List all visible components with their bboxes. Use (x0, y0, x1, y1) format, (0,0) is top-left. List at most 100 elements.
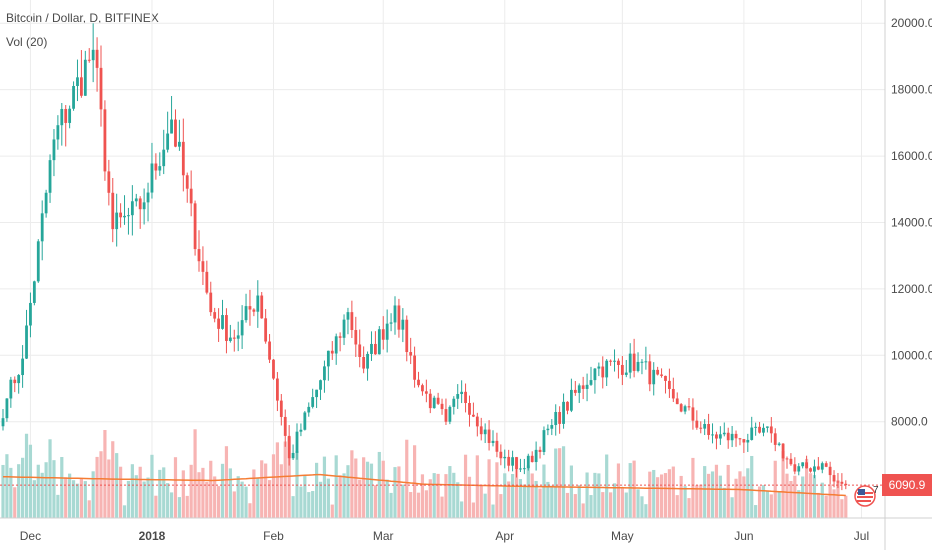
volume-bar (644, 504, 648, 518)
candle-body (381, 329, 385, 340)
volume-bar (369, 463, 374, 518)
candle-body (40, 213, 44, 242)
volume-bar (463, 454, 468, 518)
candle-body (326, 350, 330, 367)
volume-bar (526, 465, 530, 518)
candle-body (766, 426, 769, 428)
candle-body (844, 483, 848, 486)
candle-body (832, 475, 836, 482)
candle-body (56, 125, 60, 140)
volume-bar (801, 476, 805, 518)
volume-bar (511, 474, 515, 518)
volume-bar (240, 481, 244, 518)
volume-bar (307, 492, 311, 518)
volume-bar (107, 459, 111, 518)
chart-title: Bitcoin / Dollar, D, BITFINEX (6, 11, 159, 25)
candle-body (405, 319, 409, 353)
candle-body (1, 418, 5, 427)
candle-body (295, 431, 299, 453)
candle-body (205, 271, 209, 293)
volume-bar (291, 496, 295, 518)
candle-body (577, 385, 581, 393)
volume-bar (260, 460, 264, 518)
volume-bar (805, 458, 809, 518)
candle-body (530, 455, 534, 463)
volume-bar (475, 455, 479, 518)
candle-body (13, 379, 17, 384)
volume-bar (561, 446, 566, 518)
volume-bar (785, 473, 789, 518)
volume-bar (365, 461, 370, 518)
events-badge[interactable]: 7 (852, 481, 882, 511)
candle-body (225, 315, 228, 341)
candle-body (562, 401, 565, 424)
candle-body (805, 462, 808, 469)
volume-indicator-label[interactable]: Vol (20) (6, 35, 48, 49)
candle-body (730, 433, 734, 441)
volume-bar (616, 463, 621, 518)
candle-body (232, 337, 236, 339)
volume-bar (718, 475, 722, 518)
candle-body (374, 343, 377, 355)
candle-body (197, 249, 201, 262)
volume-bar (428, 479, 432, 518)
candle-body (479, 426, 483, 435)
volume-bar (640, 496, 644, 518)
candle-body (593, 368, 597, 381)
volume-bar (236, 476, 240, 518)
candle-body (346, 312, 350, 320)
candle-body (72, 86, 75, 109)
volume-bar (628, 463, 632, 518)
volume-bar (471, 502, 475, 518)
candle-body (570, 389, 573, 411)
volume-bar (103, 430, 107, 518)
candle-body (389, 322, 393, 324)
candle-body (722, 432, 726, 435)
candle-body (315, 389, 318, 398)
volume-bar (565, 492, 570, 518)
volume-bar (130, 464, 134, 518)
candle-body (617, 360, 620, 365)
candle-body (644, 361, 648, 363)
candle-body (115, 212, 119, 230)
volume-bar (173, 457, 178, 518)
volume-bar (765, 490, 769, 518)
volume-bar (710, 471, 715, 518)
volume-bar (28, 444, 33, 518)
volume-bar (142, 481, 146, 518)
volume-bar (671, 466, 675, 518)
candle-body (573, 389, 577, 393)
candle-body (17, 375, 21, 384)
volume-bar (44, 462, 48, 518)
candle-body (648, 361, 652, 385)
volume-bar (703, 466, 707, 518)
volume-bar (197, 472, 201, 518)
volume-bar (36, 464, 40, 518)
volume-bar (609, 492, 613, 518)
candle-body (130, 201, 134, 216)
volume-bar (479, 485, 483, 518)
volume-bar (189, 464, 193, 518)
candle-body (342, 319, 346, 338)
candle-body (679, 404, 683, 412)
candle-body (758, 426, 761, 433)
us-flag-icon: 7 (854, 485, 879, 507)
candle-body (734, 433, 738, 439)
y-tick-label: 14000.0 (891, 215, 932, 229)
candle-body (138, 198, 142, 210)
volume-bar (158, 469, 162, 518)
candle-body (828, 466, 832, 476)
volume-bar (350, 450, 354, 518)
x-tick-label: 2018 (139, 529, 166, 543)
volume-bar (460, 501, 464, 518)
candle-body (487, 429, 491, 443)
candle-body (605, 360, 609, 378)
candle-body (538, 449, 542, 453)
candle-body (824, 463, 828, 467)
volume-bar (722, 487, 726, 518)
volume-bar (334, 455, 338, 518)
volume-bar (252, 469, 256, 518)
candle-body (664, 375, 667, 381)
candle-body (52, 139, 56, 161)
